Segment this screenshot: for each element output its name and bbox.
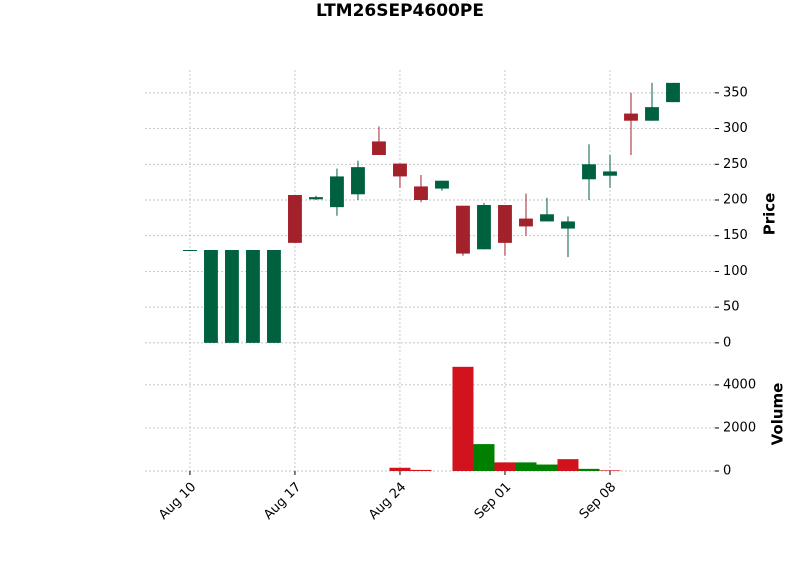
volume-bar (494, 462, 516, 471)
candle-body (372, 141, 386, 155)
candle-body (414, 186, 428, 200)
candle-body (519, 218, 533, 227)
volume-bar (557, 459, 579, 471)
price-label: Price (761, 193, 779, 236)
candle-body (204, 250, 218, 343)
y-tick-label: 50 (723, 300, 740, 315)
candle-body (540, 214, 554, 222)
y-tick-label: 350 (723, 85, 748, 100)
volume-bar (578, 468, 600, 471)
x-tick-label: Sep 08 (577, 480, 620, 523)
candle-body (435, 180, 449, 189)
candle-body (624, 113, 638, 121)
x-tick-label: Aug 10 (156, 480, 199, 523)
candle-body (183, 250, 197, 251)
y-tick-label: 4000 (723, 377, 756, 392)
candle-body (603, 171, 617, 176)
candle-body (456, 205, 470, 254)
volume-bar (389, 467, 411, 471)
candle-body (498, 205, 512, 243)
candle-body (561, 221, 575, 229)
volume-bar (452, 366, 474, 471)
y-tick-label: 2000 (723, 420, 756, 435)
volume-bar (536, 464, 558, 471)
y-tick-label: 250 (723, 157, 748, 172)
candle-body (666, 82, 680, 103)
candle-body (351, 167, 365, 195)
volume-bar (599, 470, 621, 471)
candle-body (309, 197, 323, 200)
y-tick-label: 0 (723, 335, 731, 350)
volume-bar (473, 444, 495, 471)
y-tick-label: 0 (723, 464, 731, 479)
candle-body (582, 164, 596, 180)
volume-label: Volume (769, 383, 787, 446)
candle-body (393, 163, 407, 177)
candle-body (267, 250, 281, 343)
y-tick-label: 200 (723, 193, 748, 208)
candle-body (225, 250, 239, 343)
volume-bar (410, 469, 432, 471)
candle-body (330, 176, 344, 208)
candle-body (246, 250, 260, 343)
chart-title: LTM26SEP4600PE (316, 1, 484, 21)
candle-body (645, 107, 659, 121)
x-tick-label: Aug 24 (366, 480, 409, 523)
y-tick-label: 100 (723, 264, 748, 279)
x-tick-label: Sep 01 (472, 480, 515, 523)
candle-body (477, 205, 491, 250)
y-tick-label: 150 (723, 228, 748, 243)
x-tick-label: Aug 17 (261, 480, 304, 523)
candle-body (288, 195, 302, 243)
volume-bar (515, 462, 537, 471)
y-tick-label: 300 (723, 121, 748, 136)
